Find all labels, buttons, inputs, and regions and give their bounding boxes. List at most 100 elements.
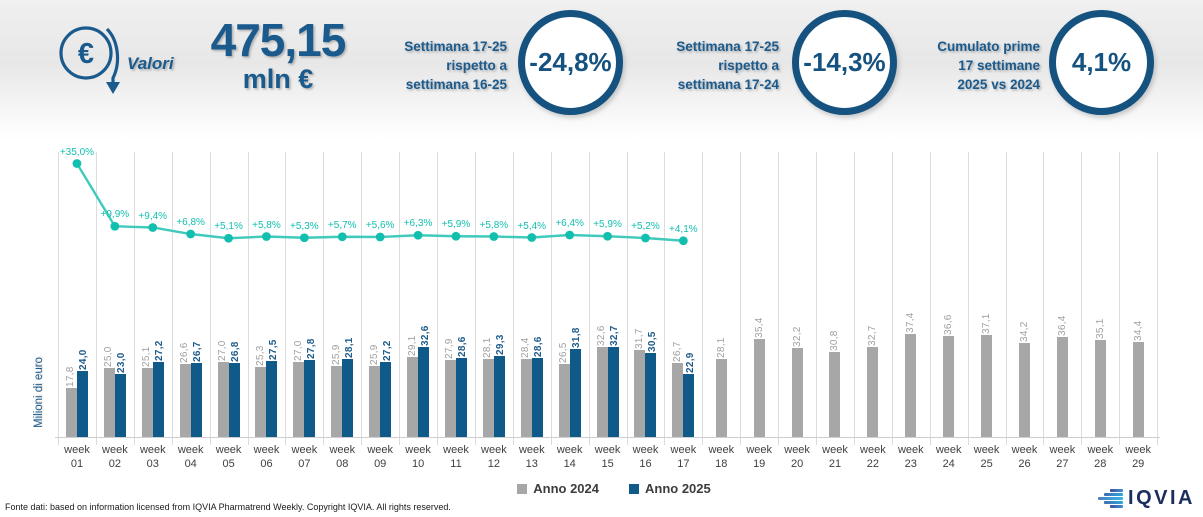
- grid-line: [512, 152, 514, 445]
- bar-label-2024: 27,0: [292, 340, 304, 362]
- bar-label-2025: 27,2: [154, 340, 166, 361]
- grid-line: [133, 152, 135, 445]
- bar-2025-week-14: [569, 349, 581, 437]
- bar-2024-week-03: [141, 367, 153, 437]
- grid-line: [1081, 152, 1083, 445]
- grid-line: [550, 152, 552, 445]
- bar-2024-week-07: [293, 362, 305, 437]
- grid-line: [58, 152, 59, 445]
- bar-label-2025: 31,8: [571, 327, 583, 349]
- down-arrow-head-icon: [106, 82, 120, 94]
- kpi-1-label-line1: Settimana 17-25: [404, 39, 507, 54]
- bar-2024-week-29: [1132, 342, 1144, 437]
- grid-line: [247, 152, 249, 445]
- bar-label-2025: 24,0: [78, 349, 90, 370]
- bar-label-2025: 28,1: [343, 337, 355, 359]
- percent-line-label: +4,1%: [669, 223, 698, 235]
- percent-line-point: [110, 221, 120, 231]
- bar-label-2025: 23,0: [116, 351, 128, 373]
- bar-2025-week-07: [304, 360, 316, 437]
- valori-label: Valori: [127, 54, 174, 73]
- bar-label-2025: 26,8: [230, 341, 242, 363]
- grid-line: [209, 152, 211, 445]
- bar-label-2024: 25,0: [103, 346, 115, 367]
- percent-line-point: [337, 232, 347, 242]
- bar-2024-week-13: [520, 358, 532, 437]
- bar-2024-week-08: [331, 365, 343, 437]
- legend-item-2025: Anno 2025: [629, 481, 711, 496]
- kpi-2-label: Settimana 17-25 rispetto a settimana 17-…: [657, 37, 779, 94]
- bar-2024-week-09: [369, 365, 381, 437]
- legend-swatch-2024-icon: [517, 483, 528, 494]
- percent-line-point: [375, 232, 385, 242]
- bar-label-2024: 27,0: [217, 340, 229, 362]
- x-tick-label: week 07: [291, 444, 318, 470]
- grid-line: [929, 152, 931, 445]
- iqvia-logo-stripes-icon: [1098, 489, 1124, 508]
- total-value-block: 475,15 mln €: [193, 16, 363, 94]
- x-tick-label: week 22: [860, 444, 886, 470]
- bar-2025-week-12: [493, 356, 505, 437]
- kpi-3-label-line2: 17 settimane: [958, 58, 1040, 73]
- bar-label-2024: 34,2: [1018, 320, 1030, 342]
- bar-2025-week-09: [380, 361, 392, 437]
- bar-label-2024: 25,1: [141, 346, 153, 367]
- bar-2024-week-25: [981, 334, 993, 437]
- grid-line: [1157, 152, 1159, 445]
- percent-line-point: [299, 233, 309, 243]
- bar-label-2024: 35,1: [1094, 318, 1106, 340]
- bar-label-2025: 32,6: [419, 325, 431, 347]
- legend-item-2024: Anno 2024: [517, 481, 599, 496]
- bar-2025-week-03: [152, 361, 164, 437]
- bar-2025-week-01: [76, 370, 88, 437]
- grid-line: [171, 152, 173, 445]
- bar-label-2025: 22,9: [684, 352, 696, 373]
- grid-line: [891, 152, 893, 445]
- x-tick-label: week 16: [632, 444, 659, 470]
- x-tick-label: week 19: [746, 444, 773, 470]
- bar-label-2024: 27,9: [444, 338, 456, 359]
- percent-line-label: +6,3%: [403, 218, 433, 230]
- chart-plot-area: 17,8 24,0 week 01 25,0 23,0 week 02 25,1 27,2 week…: [55, 140, 1160, 470]
- bar-2024-week-06: [255, 367, 267, 437]
- x-tick-label: week 26: [1011, 444, 1038, 470]
- iqvia-logo-wordmark: IQVIA: [1128, 487, 1195, 509]
- x-tick-label: week 28: [1087, 444, 1114, 470]
- bar-label-2024: 32,7: [867, 325, 879, 346]
- bar-label-2024: 36,4: [1056, 314, 1068, 336]
- grid-line: [626, 152, 628, 445]
- x-tick-label: week 13: [518, 444, 545, 470]
- kpi-1-label-line2: rispetto a: [446, 58, 507, 73]
- down-arrow-icon: [105, 27, 120, 83]
- source-note: Fonte dati: based on information license…: [5, 502, 451, 512]
- bar-label-2024: 29,1: [406, 335, 418, 356]
- grid-line: [1119, 152, 1121, 445]
- grid-line: [285, 152, 287, 445]
- bar-label-2024: 35,4: [753, 317, 765, 339]
- bar-label-2024: 31,7: [633, 327, 645, 349]
- bar-label-2024: 37,4: [905, 312, 917, 333]
- grid-line: [588, 152, 590, 445]
- percent-line-point: [678, 236, 688, 246]
- percent-line-point: [72, 159, 82, 168]
- percent-line-point: [262, 232, 271, 241]
- percent-line-label: +5,3%: [290, 220, 319, 232]
- bar-label-2024: 26,7: [671, 341, 683, 363]
- bar-2025-week-16: [645, 352, 657, 437]
- euro-circle-icon: [59, 26, 113, 80]
- bar-2024-week-18: [715, 359, 727, 437]
- grid-line: [323, 152, 325, 445]
- kpi-3-label-line3: 2025 vs 2024: [957, 77, 1040, 92]
- kpi-2-label-line1: Settimana 17-25: [676, 39, 779, 54]
- chart-legend: Anno 2024 Anno 2025: [0, 481, 1203, 496]
- kpi-1-circle: -24,8%: [518, 10, 623, 115]
- x-tick-label: week 24: [935, 444, 962, 470]
- bar-2024-week-10: [407, 356, 419, 437]
- kpi-1-label: Settimana 17-25 rispetto a settimana 16-…: [385, 37, 507, 94]
- grid-line: [1005, 152, 1007, 445]
- percent-line-label: +35,0%: [59, 146, 95, 158]
- grid-line: [778, 152, 780, 445]
- x-tick-label: week 23: [897, 444, 924, 470]
- percent-line-label: +5,4%: [517, 220, 547, 232]
